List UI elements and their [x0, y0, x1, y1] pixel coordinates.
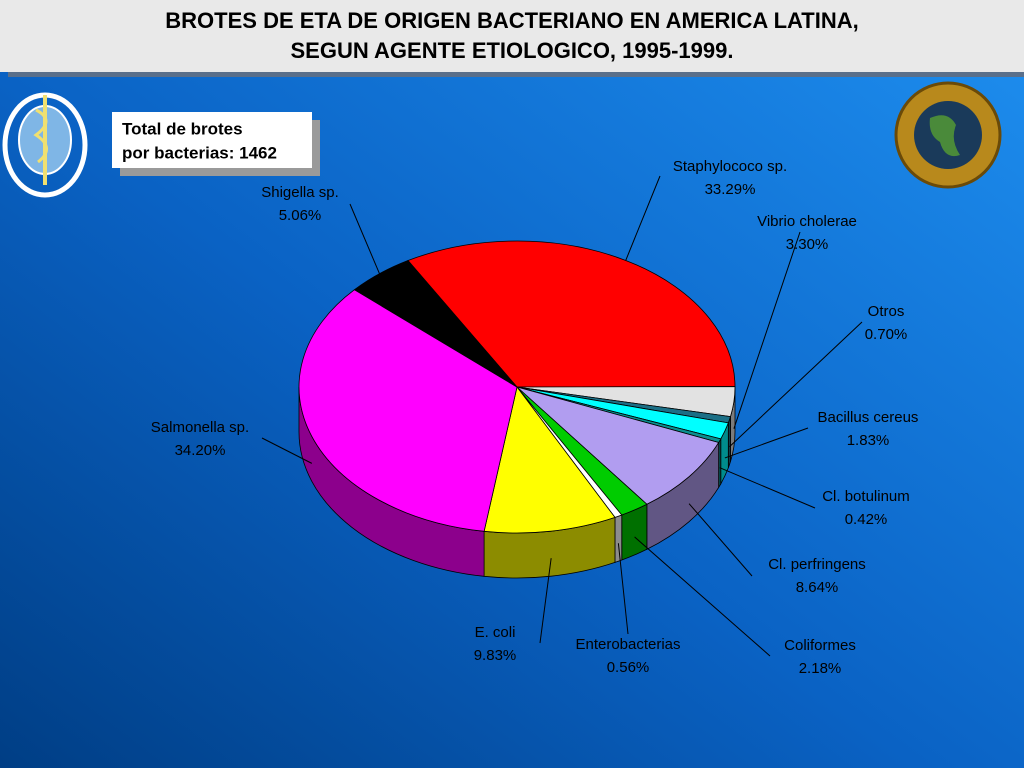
slice — [516, 386, 720, 505]
slice-label: Coliformes — [784, 637, 856, 654]
annotation: por bacterias: 1462 — [122, 143, 277, 162]
annotation-box — [112, 112, 312, 168]
slice-label: Vibrio cholerae — [757, 213, 857, 230]
leader-line — [733, 231, 801, 429]
paho-logo — [894, 81, 1002, 189]
slice-value-label: 0.56% — [607, 659, 650, 676]
slice-label: Salmonella sp. — [151, 419, 249, 436]
leader-line — [634, 536, 771, 657]
slice-value-label: 3.30% — [786, 236, 829, 253]
slice-value-label: 34.20% — [175, 442, 226, 459]
leader-line — [688, 503, 753, 577]
slice-label: Bacillus cereus — [818, 409, 919, 426]
slice — [298, 289, 518, 532]
slice-label: Otros — [868, 303, 905, 320]
leader-line — [617, 543, 629, 635]
slice-side — [614, 514, 623, 563]
slice-value-label: 0.70% — [865, 326, 908, 343]
leader-line — [261, 437, 313, 464]
leader-line — [724, 427, 809, 459]
slice-label: Shigella sp. — [261, 184, 339, 201]
slice-label: Cl. perfringens — [768, 556, 866, 573]
slice-value-label: 2.18% — [799, 660, 842, 677]
leader-line — [539, 558, 552, 644]
leader-line — [729, 321, 863, 448]
leader-line — [625, 175, 661, 261]
leader-line — [349, 203, 380, 274]
chart-title: SEGUN AGENTE ETIOLOGICO, 1995-1999. — [291, 38, 734, 63]
title-bar — [0, 0, 1024, 72]
slice-value-label: 9.83% — [474, 647, 517, 664]
slice-value-label: 1.83% — [847, 432, 890, 449]
slice-label: Enterobacterias — [575, 636, 680, 653]
chart-title: BROTES DE ETA DE ORIGEN BACTERIANO EN AM… — [165, 8, 858, 33]
title-bar-shadow — [8, 72, 1024, 77]
slice-label: Cl. botulinum — [822, 488, 910, 505]
slice-value-label: 5.06% — [279, 207, 322, 224]
slice — [483, 386, 616, 534]
slice-value-label: 8.64% — [796, 579, 839, 596]
who-logo — [2, 92, 88, 198]
slice-label: E. coli — [475, 624, 516, 641]
slice-value-label: 33.29% — [705, 181, 756, 198]
annotation: Total de brotes — [122, 119, 243, 138]
slice-value-label: 0.42% — [845, 511, 888, 528]
slice-label: Staphylococo sp. — [673, 158, 787, 175]
leader-line — [719, 467, 816, 509]
